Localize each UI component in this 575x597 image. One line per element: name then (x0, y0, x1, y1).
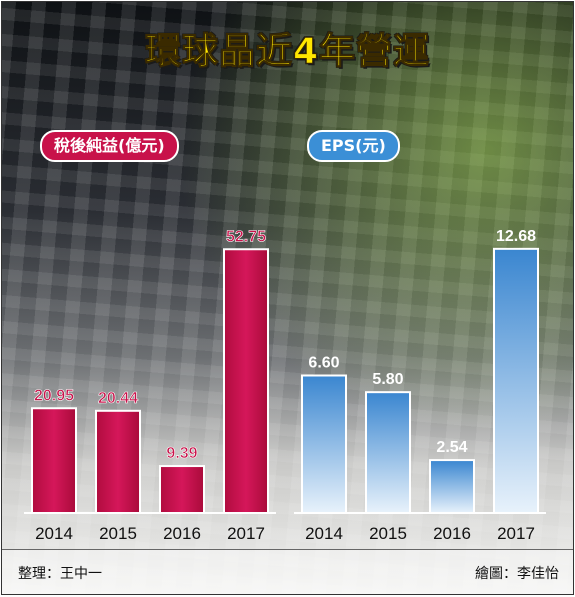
eps-year-label: 2015 (369, 524, 407, 543)
eps-bar-2014 (301, 374, 347, 514)
eps-bar-2016 (429, 459, 475, 515)
profit-year-label: 2017 (227, 524, 265, 543)
eps-bar-2017 (493, 247, 539, 514)
eps-value-label: 6.60 (308, 355, 339, 372)
eps-value-label: 2.54 (436, 439, 467, 456)
profit-bar-2017 (223, 248, 269, 514)
profit-bar-2016 (159, 465, 205, 514)
profit-value-label: 20.95 (34, 387, 74, 404)
eps-year-label: 2016 (433, 524, 471, 543)
eps-bar-2015 (365, 391, 411, 514)
profit-value-label: 52.75 (226, 228, 266, 245)
eps-year-label: 2014 (305, 524, 343, 543)
footer: 整理：王中一 繪圖：李佳怡 (2, 549, 573, 594)
eps-value-label: 5.80 (372, 371, 403, 388)
eps-value-label: 12.68 (496, 228, 536, 245)
profit-bar-2014 (31, 407, 77, 514)
profit-year-label: 2014 (35, 524, 73, 543)
profit-year-label: 2015 (99, 524, 137, 543)
credit-illustrator: 繪圖：李佳怡 (475, 566, 559, 582)
profit-legend-pill: 稅後純益(億元) (40, 130, 179, 162)
eps-year-label: 2017 (497, 524, 535, 543)
profit-value-label: 20.44 (98, 390, 138, 407)
credit-editor: 整理：王中一 (18, 566, 102, 582)
profit-bar-2015 (95, 409, 141, 514)
profit-value-label: 9.39 (166, 445, 197, 462)
eps-legend-pill: EPS(元) (307, 130, 400, 162)
profit-year-label: 2016 (163, 524, 201, 543)
page-title: 環球晶近4年營運 (144, 31, 431, 73)
